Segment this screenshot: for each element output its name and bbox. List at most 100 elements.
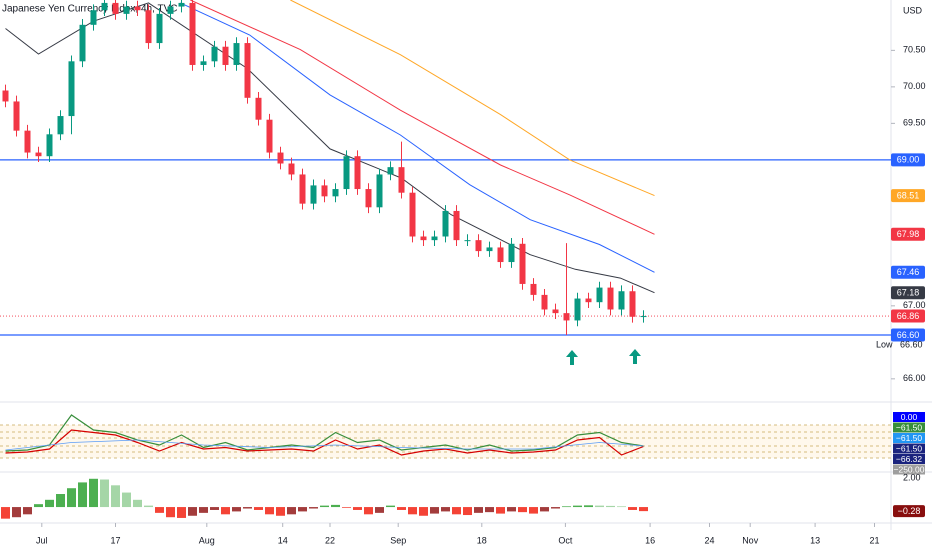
histogram-bar [45,499,54,508]
oscillator-tag [893,464,925,475]
candle-body [101,2,108,11]
candle-body [640,316,647,318]
histogram-bar [408,507,417,515]
y-tick-label: 66.00 [903,373,926,383]
histogram-bar [67,488,76,508]
histogram-bar [309,507,318,509]
candle-body [453,210,460,241]
histogram-bar [111,485,120,508]
price-tag-label: 66.86 [897,311,920,321]
histogram-bar [441,507,450,512]
histogram-bar [23,507,32,515]
moving-average [190,0,655,235]
x-tick-label: 18 [477,535,487,545]
oscillator-tag [893,454,925,464]
candle-body [332,189,339,197]
histogram-bar [485,507,494,513]
y-tick-label: 2.00 [903,472,921,482]
up-arrow [566,350,578,365]
histogram-bar [221,507,230,515]
oscillator-tag-label: 0.00 [901,412,918,422]
candle-body [46,134,53,157]
candle-body [57,116,64,135]
y-tick-label: 70.00 [903,81,926,91]
candle-body [398,167,405,193]
candle-body [618,291,625,310]
candle-body [563,313,570,321]
candle-body [178,2,185,7]
x-tick-label: Nov [742,535,759,545]
candle-body [145,10,152,44]
histogram-bar [397,507,406,510]
histogram-bar [386,505,395,508]
histogram-bar [551,507,560,509]
candle-body [409,192,416,237]
candle-body [574,298,581,321]
candle-body [189,2,196,65]
price-tag [891,309,925,323]
candle-body [13,101,20,131]
candle-body [310,185,317,204]
histogram-bar [232,507,241,512]
histogram-bar [89,478,98,508]
candle-body [2,90,9,102]
chart-title: Japanese Yen Currency Index, 4h, TVC [2,4,177,15]
candle-body [376,174,383,208]
candle-body [321,185,328,197]
histogram-bar [342,507,351,508]
histogram-bar [518,507,527,513]
candle-body [519,243,526,284]
oscillator-tag [893,422,925,433]
histogram-bar [133,499,142,508]
oscillator-tag [893,433,925,443]
histogram-bar [12,507,21,518]
histogram-tag [893,505,925,518]
histogram-bar [529,507,538,514]
moving-average [180,2,655,273]
y-tick-label: 69.50 [903,118,926,128]
oscillator-tag [893,412,925,422]
histogram-bar [507,507,516,512]
oscillator-tag-label: −250.00 [894,464,925,474]
histogram-bar [56,494,65,508]
up-arrow [629,349,641,364]
oscillator-line [5,414,644,452]
candle-body [530,283,537,295]
histogram-bar [1,507,10,519]
candle-body [629,291,636,317]
histogram-bar [452,507,461,515]
candle-body [156,13,163,44]
histogram-bar [188,507,197,516]
candle-body [475,240,482,252]
x-tick-label: Oct [558,535,573,545]
low-name: Low [876,339,893,349]
histogram-bar [78,482,87,508]
histogram-bar [375,507,384,513]
histogram-bar [595,505,604,508]
candle-body [277,152,284,164]
price-tag [891,189,925,203]
histogram-bar [353,507,362,510]
histogram-bar [199,507,208,513]
histogram-bar [628,507,637,510]
candle-body [211,46,218,62]
candle-body [134,6,141,11]
histogram-bar [166,507,175,518]
price-tag-label: 67.46 [897,267,920,277]
candle-body [123,6,130,14]
candle-body [508,243,515,263]
x-tick-label: Sep [390,535,406,545]
low-value: 66.60 [900,339,923,349]
histogram-bar [639,507,648,512]
x-tick-label: 16 [645,535,655,545]
price-tag-label: 69.00 [897,155,920,165]
histogram-bar [210,507,219,510]
histogram-bar [320,505,329,508]
price-tag-label: 67.98 [897,229,920,239]
candle-body [90,10,97,25]
oscillator-tag [893,443,925,454]
y-tick-label: 70.50 [903,45,926,55]
moving-average [290,0,655,197]
